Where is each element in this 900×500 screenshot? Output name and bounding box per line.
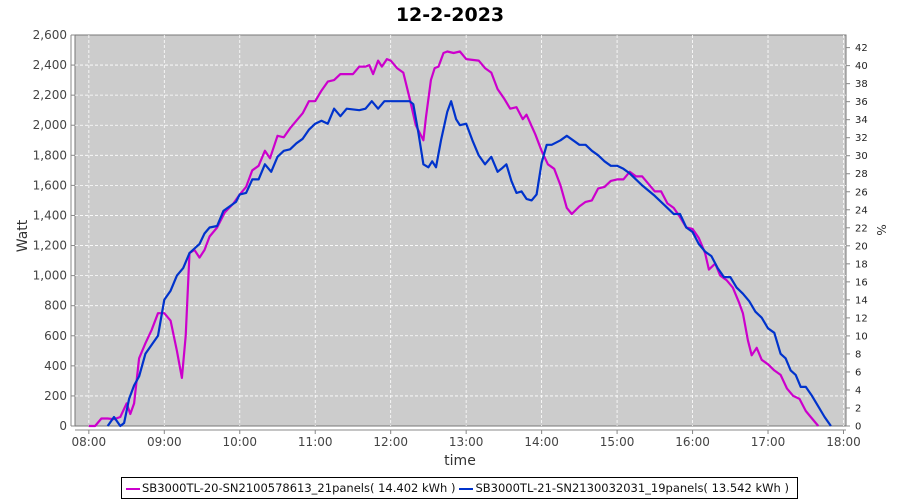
y-right-tick-label: 28 xyxy=(855,169,868,180)
legend: SB3000TL-20-SN2100578613_21panels( 14.40… xyxy=(121,477,798,499)
y-right-tick-label: 6 xyxy=(855,367,861,378)
y-right-tick-label: 40 xyxy=(855,61,868,72)
x-tick-label: 14:00 xyxy=(524,435,559,449)
legend-item-sn2100578613: SB3000TL-20-SN2100578613_21panels( 14.40… xyxy=(126,481,455,495)
x-tick-label: 11:00 xyxy=(298,435,333,449)
y-right-tick-label: 42 xyxy=(855,43,868,54)
y-tick-label: 1,000 xyxy=(33,269,67,283)
y-axis-left: 0 200 400 600 800 1,000 1,200 1,400 1,600 1,800 2,… xyxy=(33,28,75,433)
series-line-2 xyxy=(106,100,832,428)
y-tick-label: 200 xyxy=(44,389,67,403)
y-right-tick-label: 10 xyxy=(855,331,868,342)
y-tick-label: 2,600 xyxy=(33,28,67,42)
legend-label: SB3000TL-20-SN2100578613_21panels( 14.40… xyxy=(142,481,456,495)
x-tick-label: 10:00 xyxy=(222,435,257,449)
series-lines xyxy=(88,50,832,428)
chart-title: 12-2-2023 xyxy=(396,4,504,26)
y-right-tick-label: 26 xyxy=(855,187,868,198)
y-tick-label: 1,200 xyxy=(33,239,67,253)
plot-area xyxy=(74,34,847,427)
legend-swatch xyxy=(459,487,474,490)
y-tick-label: 2,200 xyxy=(33,88,67,102)
y-tick-label: 0 xyxy=(59,419,67,433)
series-line-1 xyxy=(88,50,820,428)
legend-swatch xyxy=(126,487,140,490)
y-right-tick-label: 16 xyxy=(855,277,868,288)
y-tick-label: 2,400 xyxy=(33,58,67,72)
y-right-tick-label: 18 xyxy=(855,259,868,270)
y-right-tick-label: 8 xyxy=(855,349,861,360)
y-right-tick-label: 24 xyxy=(855,205,868,216)
x-axis: 08:00 09:00 10:00 11:00 12:00 13:00 14:00 15:00… xyxy=(72,429,861,449)
y-right-tick-label: 38 xyxy=(855,79,868,90)
y-tick-label: 1,600 xyxy=(33,178,67,192)
y-right-tick-label: 32 xyxy=(855,133,868,144)
x-tick-label: 17:00 xyxy=(751,435,786,449)
legend-label: SB3000TL-21-SN2130032031_19panels( 13.54… xyxy=(475,481,789,495)
x-tick-label: 13:00 xyxy=(449,435,484,449)
y-axis-label: Watt xyxy=(15,219,31,252)
y-right-tick-label: 4 xyxy=(855,385,861,396)
x-tick-label: 08:00 xyxy=(72,435,107,449)
y-axis-right-label: % xyxy=(874,224,888,235)
x-tick-label: 15:00 xyxy=(600,435,635,449)
y-right-tick-label: 20 xyxy=(855,241,868,252)
y-tick-label: 800 xyxy=(44,299,67,313)
y-tick-label: 400 xyxy=(44,359,67,373)
x-tick-label: 12:00 xyxy=(373,435,408,449)
x-tick-label: 09:00 xyxy=(147,435,182,449)
y-right-tick-label: 30 xyxy=(855,151,868,162)
y-tick-label: 1,400 xyxy=(33,208,67,222)
legend-item-sn2130032031: SB3000TL-21-SN2130032031_19panels( 13.54… xyxy=(459,481,789,495)
y-right-tick-label: 22 xyxy=(855,223,868,234)
y-right-tick-label: 14 xyxy=(855,295,868,306)
x-axis-label: time xyxy=(444,453,476,469)
y-tick-label: 600 xyxy=(44,329,67,343)
y-right-tick-label: 34 xyxy=(855,115,868,126)
y-right-tick-label: 2 xyxy=(855,403,861,414)
y-tick-label: 2,000 xyxy=(33,118,67,132)
x-tick-label: 18:00 xyxy=(826,435,861,449)
y-right-tick-label: 12 xyxy=(855,313,868,324)
x-tick-label: 16:00 xyxy=(675,435,710,449)
y-tick-label: 1,800 xyxy=(33,148,67,162)
y-right-tick-label: 36 xyxy=(855,97,868,108)
y-right-tick-label: 0 xyxy=(855,422,861,433)
